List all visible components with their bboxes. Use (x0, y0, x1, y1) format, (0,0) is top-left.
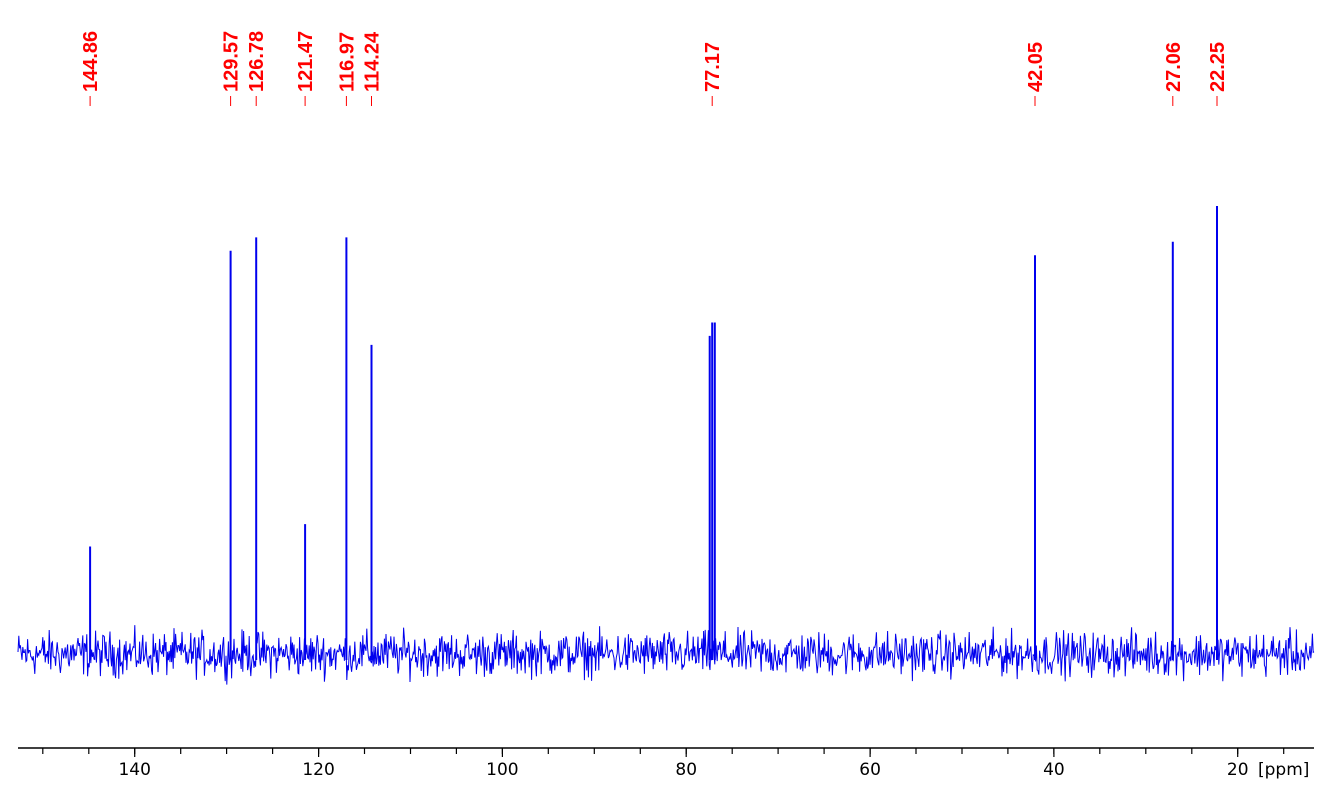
spectrum-plot (17, 206, 1315, 685)
peak-label: 22.25 (1207, 42, 1229, 92)
peak-label: 116.97 (336, 32, 358, 92)
x-axis-tick-label: 140 (118, 760, 150, 780)
x-axis-tick-label: 40 (1043, 760, 1065, 780)
peak-label: 114.24 (362, 31, 384, 92)
peak-label: 27.06 (1163, 42, 1185, 92)
peak-labels: 144.86 129.57 126.78 121.47 116.97 114.24 77.1… (80, 31, 1229, 106)
x-axis-tick-label: 100 (486, 760, 518, 780)
x-axis-unit-label: [ppm] (1258, 760, 1309, 780)
peak-label: 126.78 (246, 31, 268, 92)
x-axis-tick-label: 120 (302, 760, 334, 780)
x-axis-tick-label: 80 (675, 760, 697, 780)
x-axis: [ppm] 140 120 100 80 60 40 20 (18, 747, 1314, 780)
peak-label: 77.17 (702, 42, 724, 92)
spectrum-baseline-trace (17, 625, 1315, 685)
x-axis-tick-label: 60 (859, 760, 881, 780)
peak-label: 42.05 (1025, 42, 1047, 92)
peak-label: 144.86 (80, 31, 102, 92)
peak-label: 121.47 (295, 31, 317, 92)
x-axis-tick-label: 20 (1227, 760, 1249, 780)
peak-label: 129.57 (221, 31, 243, 92)
